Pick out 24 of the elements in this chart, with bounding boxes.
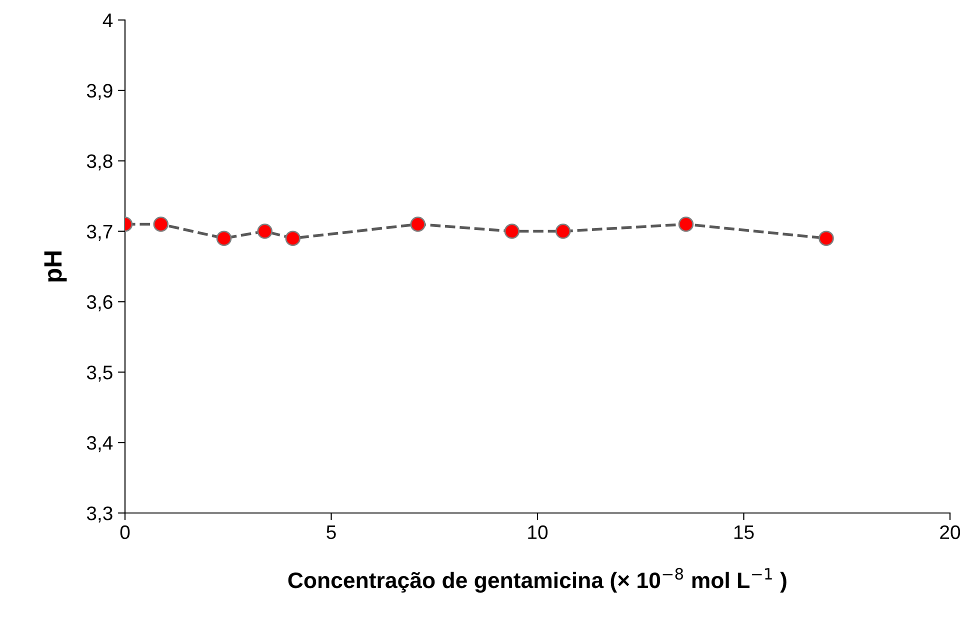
y-tick-label: 3,3 [86,506,112,523]
x-tick-label: 10 [528,525,548,540]
point [678,216,694,232]
point [216,230,232,246]
y-tick-label: 3,9 [86,84,112,100]
x-tick-label: 0 [120,525,130,540]
point [285,230,301,246]
x-tick-label: 5 [326,526,336,540]
x-tick-label: 20 [940,525,960,540]
y-tick-label: 3,7 [86,224,112,241]
y-tick-label: 3,6 [86,295,112,312]
y-axis-title: pH [44,252,67,282]
x-axis-title: Concentração de gentamicina (× 10$^{−8}$ mol L$^{−1}$ ) [288,568,786,593]
point [257,224,272,239]
y-tick-label: 3,4 [86,436,113,452]
x-tick-label: 15 [734,526,754,540]
y-tick-label: 3,5 [86,366,112,382]
point [555,224,571,239]
point [504,224,520,239]
point [818,230,834,246]
y-tick-label: 3,8 [86,154,112,170]
point [410,216,426,232]
point [153,216,169,232]
y-tick-label: 4 [102,14,113,28]
